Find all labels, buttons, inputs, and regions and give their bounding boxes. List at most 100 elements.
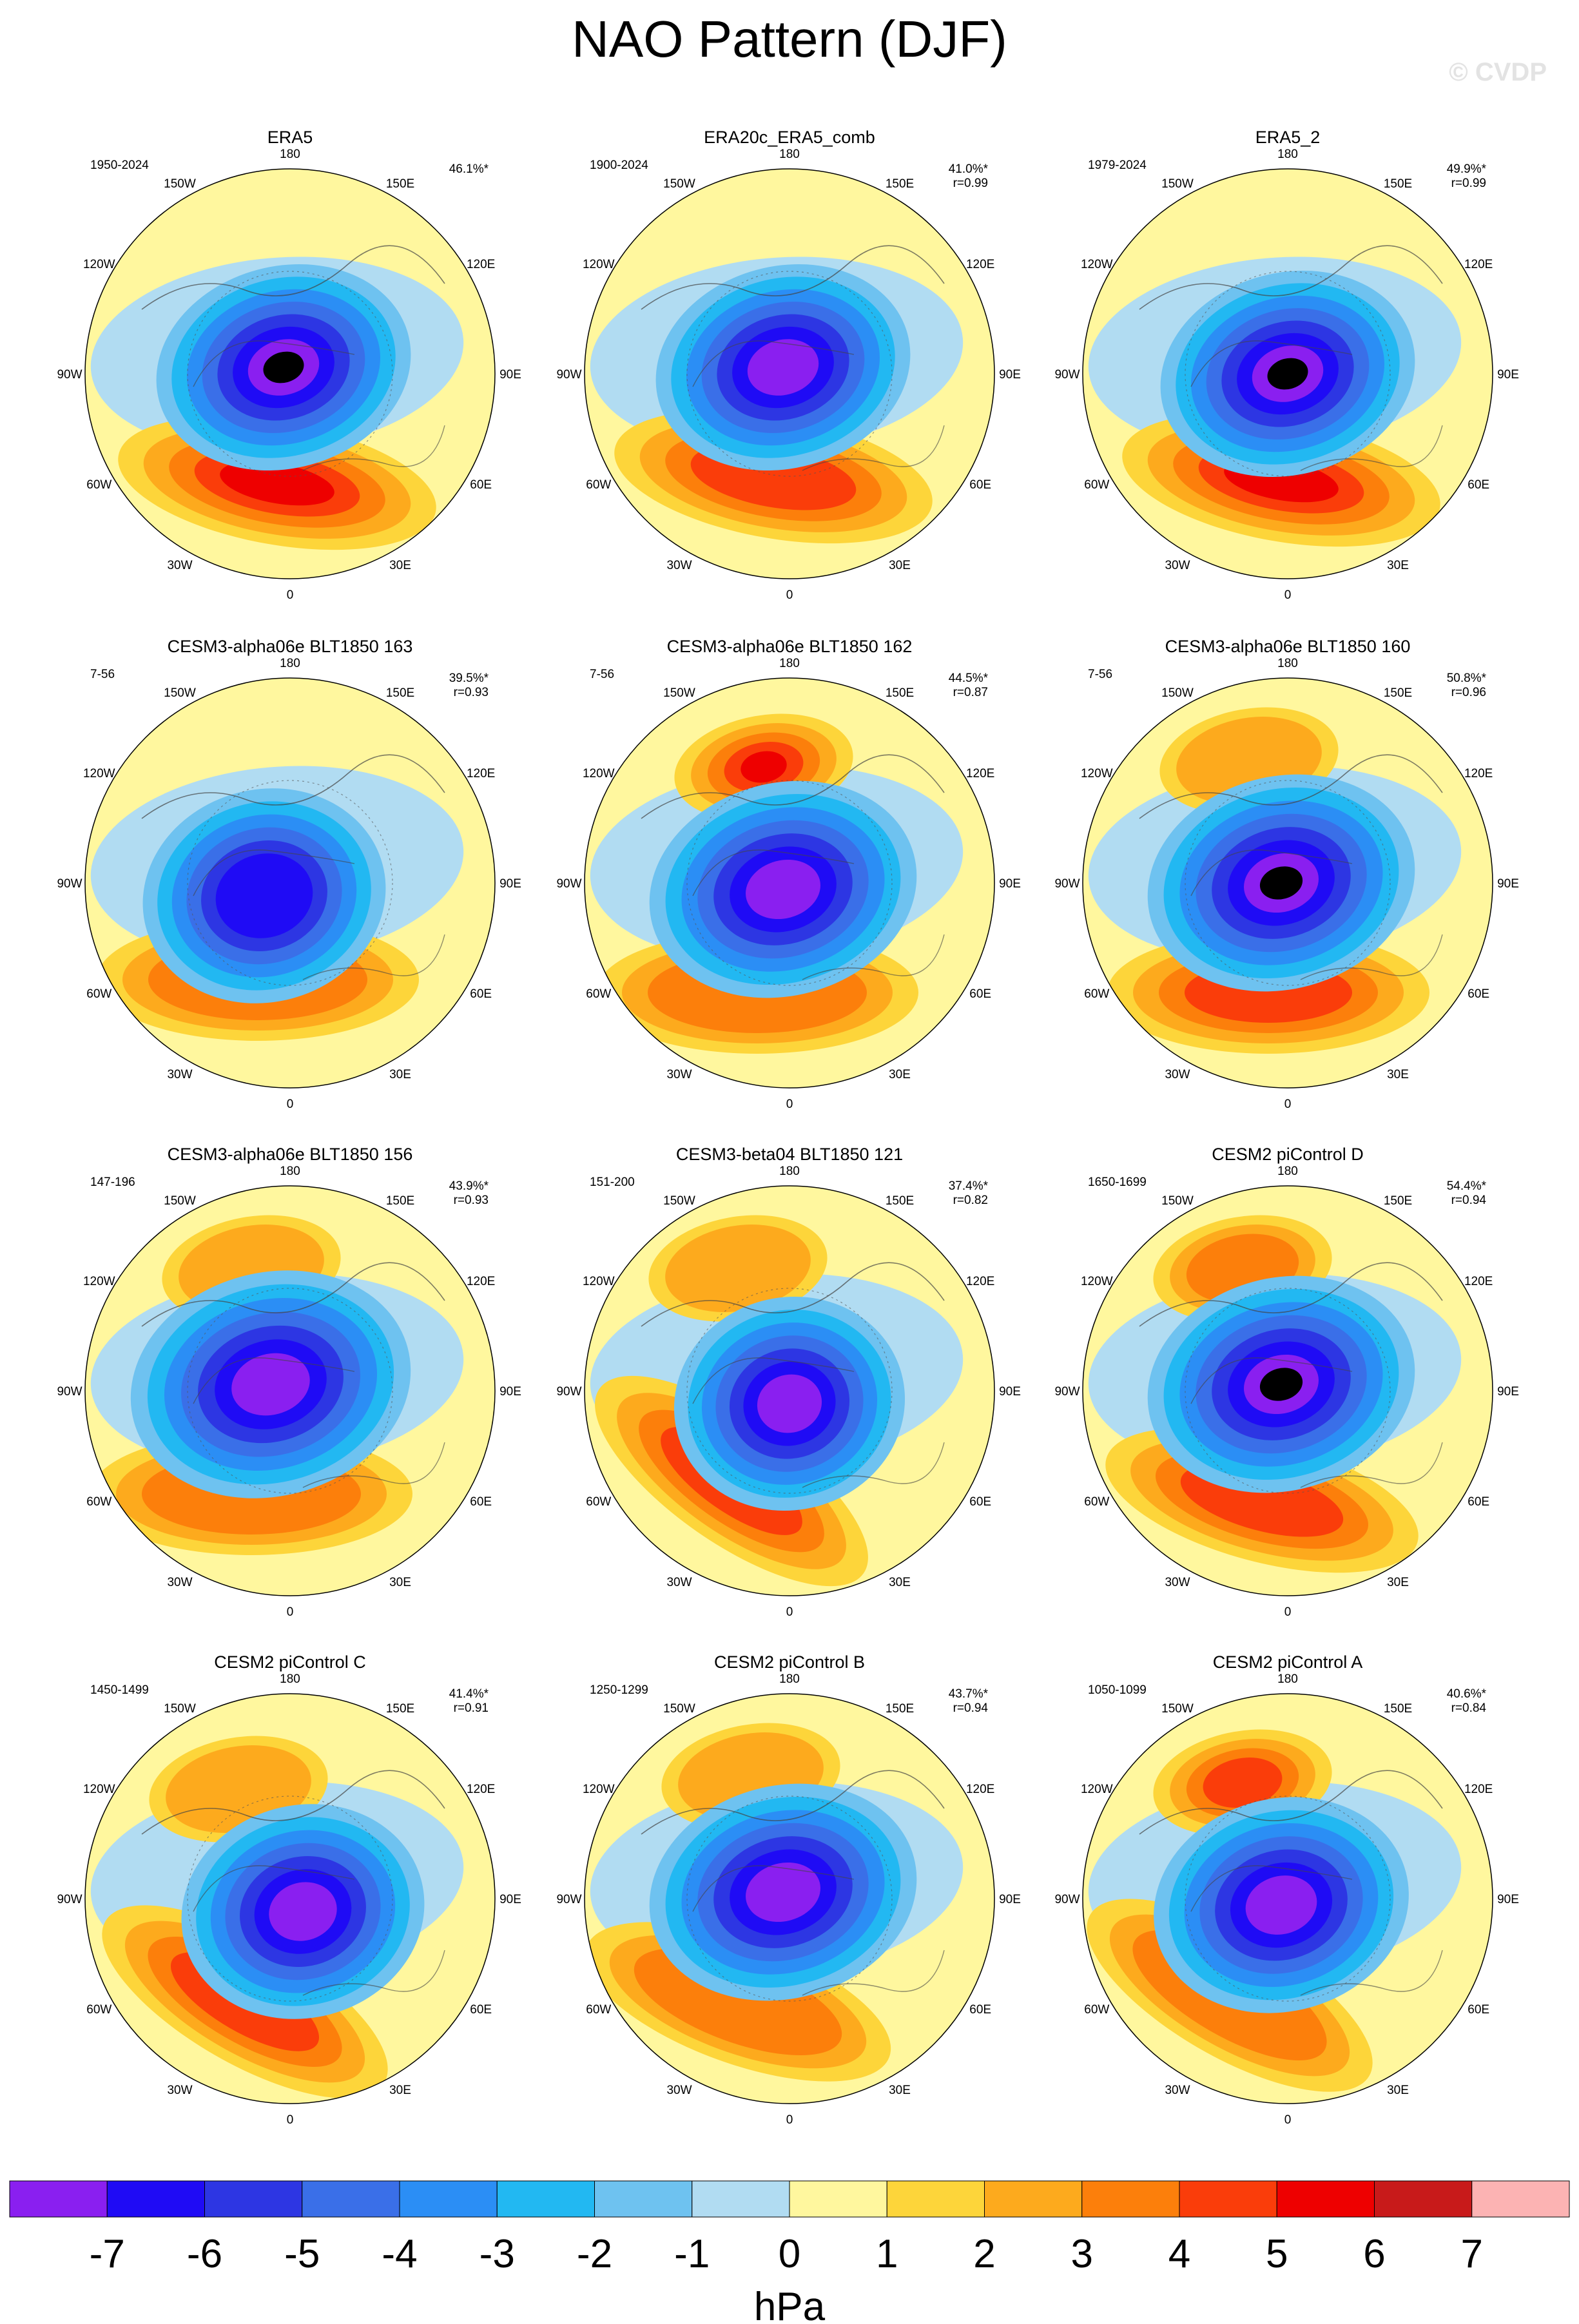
- longitude-label: 120E: [1464, 767, 1493, 780]
- longitude-label: 0: [1284, 1605, 1292, 1619]
- longitude-label: 30W: [1165, 1576, 1190, 1589]
- coastline: [692, 849, 855, 896]
- longitude-label: 120E: [467, 258, 495, 271]
- nao-panel: CESM3-alpha06e BLT1850 162 7-56 44.5%*r=0.…: [556, 637, 1020, 1111]
- panel-period: 1450-1499: [90, 1683, 149, 1697]
- longitude-label: 150W: [164, 177, 196, 191]
- longitude-label: 120W: [583, 767, 615, 780]
- coastline: [1139, 1770, 1443, 1835]
- map-field: [85, 1694, 495, 2104]
- longitude-label: 90W: [1054, 877, 1080, 891]
- coastline: [1139, 754, 1443, 819]
- coastline: [641, 1770, 945, 1835]
- longitude-label: 90E: [999, 1385, 1021, 1399]
- longitude-label: 120E: [467, 1275, 495, 1288]
- colorbar-tick-label: 4: [1168, 2232, 1190, 2276]
- longitude-label: 120E: [966, 258, 994, 271]
- panel-variance: 40.6%*: [1447, 1687, 1487, 1701]
- longitude-label: 120W: [83, 767, 115, 780]
- longitude-label: 0: [786, 1605, 793, 1619]
- longitude-label: 180: [779, 148, 800, 161]
- map-field: [1083, 1186, 1493, 1596]
- arctic-low: [1245, 1875, 1317, 1935]
- longitude-label: 30E: [889, 1576, 911, 1589]
- coastline: [1300, 1950, 1443, 1996]
- figure-title: NAO Pattern (DJF): [572, 10, 1007, 68]
- map-border: [84, 1185, 496, 1596]
- longitude-label: 180: [1277, 1165, 1298, 1178]
- map-field: [1083, 678, 1493, 1088]
- panel-period: 7-56: [1088, 668, 1112, 681]
- panel-correlation: r=0.93: [454, 1194, 489, 1207]
- panel-variance: 46.1%*: [449, 162, 489, 176]
- arctic-low: [746, 1862, 820, 1922]
- longitude-label: 150W: [663, 1702, 695, 1716]
- longitude-label: 0: [287, 1098, 294, 1111]
- colorbar-units: hPa: [754, 2285, 826, 2324]
- colorbar-swatch: [204, 2180, 303, 2218]
- longitude-label: 60E: [1468, 987, 1489, 1001]
- longitude-label: 30W: [666, 1068, 692, 1081]
- longitude-label: 150E: [386, 1702, 414, 1716]
- longitude-label: 90E: [1497, 877, 1519, 891]
- longitude-label: 90W: [556, 1893, 581, 1906]
- longitude-label: 180: [1277, 1672, 1298, 1686]
- arctic-low: [1259, 866, 1303, 900]
- panel-variance: 37.4%*: [949, 1179, 989, 1193]
- panel-variance: 43.7%*: [949, 1687, 989, 1701]
- graticule-ring: [686, 271, 893, 477]
- colorbar-swatch: [789, 2180, 887, 2218]
- panel-variance: 50.8%*: [1447, 672, 1487, 685]
- longitude-label: 30W: [666, 2084, 692, 2097]
- longitude-label: 90E: [999, 1893, 1021, 1906]
- panel-period: 147-196: [90, 1176, 135, 1189]
- panel-correlation: r=0.96: [1451, 686, 1486, 699]
- longitude-label: 180: [280, 657, 300, 670]
- panel-variance: 44.5%*: [949, 672, 989, 685]
- coastline: [802, 934, 945, 980]
- longitude-label: 60E: [969, 2003, 991, 2017]
- longitude-label: 150E: [886, 686, 914, 700]
- longitude-label: 90E: [499, 1385, 521, 1399]
- longitude-label: 180: [280, 1672, 300, 1686]
- nao-panel: CESM3-beta04 BLT1850 121 151-200 37.4%*r=0…: [556, 1145, 1021, 1619]
- panel-period: 7-56: [590, 668, 614, 681]
- map-border: [1082, 1185, 1493, 1596]
- graticule-ring: [1185, 1796, 1391, 2002]
- colorbar-swatch: [886, 2180, 985, 2218]
- longitude-label: 120E: [467, 1783, 495, 1796]
- longitude-label: 120W: [583, 258, 615, 271]
- graticule-ring: [187, 271, 393, 477]
- arctic-low: [1259, 1368, 1303, 1401]
- longitude-label: 60W: [1084, 478, 1109, 492]
- colorbar-tick-label: -1: [674, 2232, 710, 2276]
- longitude-label: 0: [287, 2113, 294, 2127]
- longitude-label: 0: [287, 1605, 294, 1619]
- longitude-label: 150W: [164, 1702, 196, 1716]
- panel-variance: 41.0%*: [949, 162, 989, 176]
- nao-panel: CESM3-alpha06e BLT1850 160 7-56 50.8%*r=0.…: [1054, 637, 1518, 1111]
- longitude-label: 0: [287, 588, 294, 602]
- longitude-label: 90W: [556, 1385, 581, 1399]
- coastline: [141, 1770, 445, 1835]
- panel-title: CESM3-alpha06e BLT1850 163: [168, 637, 413, 656]
- coastline: [1190, 340, 1353, 387]
- panel-period: 1050-1099: [1088, 1683, 1147, 1697]
- longitude-label: 30E: [1387, 1068, 1409, 1081]
- colorbar-tick-label: 7: [1461, 2232, 1483, 2276]
- pacific-high: [665, 1225, 811, 1312]
- longitude-label: 120W: [1081, 258, 1113, 271]
- panel-title: ERA20c_ERA5_comb: [704, 128, 875, 147]
- nao-panel: ERA20c_ERA5_comb 1900-2024 41.0%*r=0.99 180…: [556, 128, 1020, 602]
- coastline: [1139, 1262, 1443, 1327]
- longitude-label: 30E: [389, 559, 411, 572]
- panel-correlation: r=0.99: [953, 177, 988, 190]
- longitude-label: 120E: [1464, 1783, 1493, 1796]
- panel-period: 1250-1299: [590, 1683, 648, 1697]
- map-border: [1082, 677, 1493, 1089]
- colorbar-tick-label: 2: [973, 2232, 995, 2276]
- colorbar-tick-label: -3: [480, 2232, 515, 2276]
- longitude-label: 60W: [86, 1495, 111, 1509]
- longitude-label: 90W: [57, 877, 82, 891]
- longitude-label: 60W: [1084, 987, 1109, 1001]
